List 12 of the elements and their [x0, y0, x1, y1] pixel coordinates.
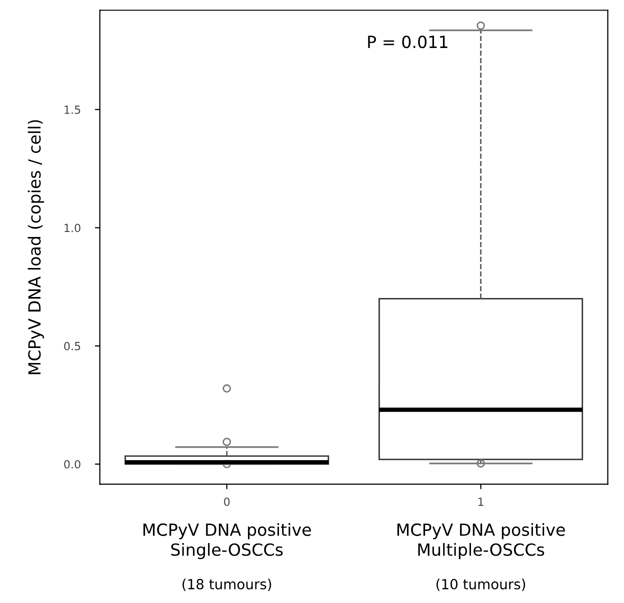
y-tick-label: 0.0 [64, 460, 80, 468]
text: (10 tumours) [436, 578, 526, 592]
x-tick-label: 1 [478, 498, 484, 506]
y-tick-label: 0.5 [64, 342, 80, 350]
y-tick-label: 1.0 [64, 224, 80, 232]
y-axis-title: MCPyV DNA load (copies / cell) [28, 120, 44, 374]
annotation: P = 0.011 [368, 36, 448, 48]
text: (18 tumours) [182, 578, 272, 592]
text: MCPyV DNA positive Single-OSCCs [143, 523, 311, 560]
text: MCPyV DNA positive Multiple-OSCCs [397, 523, 565, 560]
y-tick-label: 1.5 [64, 106, 80, 114]
x-tick-label: 0 [224, 498, 230, 506]
